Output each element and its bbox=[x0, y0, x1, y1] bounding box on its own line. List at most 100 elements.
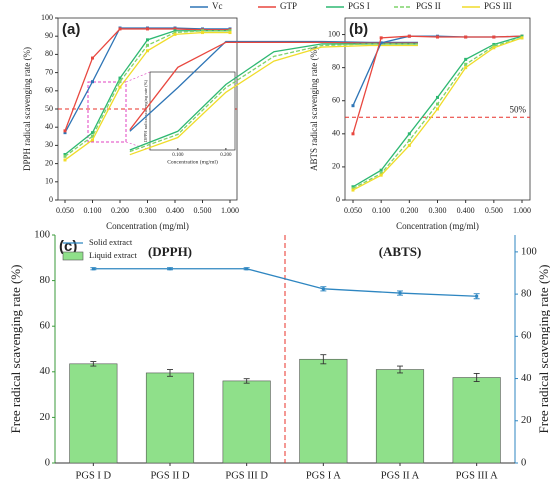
point-marker bbox=[492, 44, 496, 48]
x-tick-label: 0.200 bbox=[400, 206, 418, 215]
error-bar bbox=[90, 361, 97, 367]
x-tick-label: 1.000 bbox=[221, 206, 239, 215]
y-tick-label: 80 bbox=[45, 49, 53, 58]
x-axis-label: Concentration (mg/ml) bbox=[106, 221, 189, 231]
point-marker bbox=[173, 29, 177, 33]
y-tick-label: 20 bbox=[40, 412, 51, 423]
y-tick-label: 100 bbox=[41, 13, 53, 22]
panel-label: (b) bbox=[349, 21, 368, 38]
point-marker bbox=[492, 35, 496, 39]
y2-tick-label: 0 bbox=[521, 457, 526, 468]
y-tick-label: 80 bbox=[40, 275, 51, 286]
x-tick-label: 0.050 bbox=[344, 206, 362, 215]
series-line bbox=[352, 35, 523, 188]
y-axis-label: Free radical scavenging rate (%) bbox=[8, 265, 23, 434]
y2-tick-label: 100 bbox=[521, 246, 537, 257]
point-marker bbox=[173, 27, 177, 31]
point-marker bbox=[492, 46, 496, 50]
legend-label: Liquid extract bbox=[89, 250, 138, 260]
point-marker bbox=[63, 129, 67, 133]
point-marker bbox=[321, 287, 325, 291]
y2-tick-label: 80 bbox=[521, 289, 532, 300]
y-tick-label: 80 bbox=[332, 62, 340, 71]
annotation: (DPPH) bbox=[148, 244, 192, 259]
annotation: (ABTS) bbox=[379, 244, 422, 259]
point-marker bbox=[63, 131, 67, 135]
point-marker bbox=[118, 76, 122, 80]
point-marker bbox=[228, 31, 232, 35]
legend-label: PGS III bbox=[484, 1, 512, 11]
series-line bbox=[352, 35, 523, 135]
y-tick-label: 100 bbox=[34, 229, 50, 240]
x-axis-label: Concentration (mg/ml) bbox=[396, 221, 479, 231]
y-tick-label: 60 bbox=[45, 86, 53, 95]
x-tick-label: 0.100 bbox=[372, 206, 390, 215]
point-marker bbox=[492, 42, 496, 46]
point-marker bbox=[146, 27, 149, 31]
error-bar bbox=[167, 369, 173, 377]
y-tick-label: 0 bbox=[336, 195, 340, 204]
y-tick-label: 10 bbox=[45, 177, 53, 186]
point-marker bbox=[118, 85, 122, 89]
series-line bbox=[129, 40, 418, 132]
point-marker bbox=[464, 66, 468, 70]
y-tick-label: 60 bbox=[40, 321, 51, 332]
x-tick-label: 0.100 bbox=[84, 206, 102, 215]
y-tick-label: 40 bbox=[332, 129, 340, 138]
y-tick-label: 0 bbox=[49, 195, 53, 204]
x-tick-label: PGS III D bbox=[225, 470, 268, 481]
y-tick-label: 60 bbox=[332, 96, 340, 105]
point-marker bbox=[91, 138, 94, 142]
point-marker bbox=[351, 186, 355, 190]
point-marker bbox=[379, 41, 383, 45]
x-tick-label: 0.500 bbox=[485, 206, 503, 215]
x-tick-label: 1.000 bbox=[513, 206, 531, 215]
point-marker bbox=[464, 35, 468, 39]
x-tick-label: 0.050 bbox=[56, 206, 74, 215]
point-marker bbox=[407, 132, 411, 136]
point-marker bbox=[351, 104, 355, 108]
zoom-box bbox=[87, 81, 127, 143]
inset-x-tick-label: 0.200 bbox=[220, 153, 232, 158]
y-axis-label: ABTS radical scavenging rate (%) bbox=[309, 47, 319, 171]
legend-label: Vc bbox=[212, 1, 223, 11]
y2-tick-label: 40 bbox=[521, 373, 532, 384]
error-bar bbox=[243, 378, 250, 384]
inset-x-label: Concentration (mg/ml) bbox=[167, 158, 218, 165]
inset-frame bbox=[149, 71, 236, 151]
point-marker bbox=[91, 56, 94, 60]
y-axis-label: DPPH radical scavenging rate (%) bbox=[22, 47, 32, 171]
x-tick-label: 0.300 bbox=[139, 206, 157, 215]
point-marker bbox=[464, 57, 468, 61]
point-marker bbox=[436, 102, 439, 106]
point-marker bbox=[436, 35, 439, 39]
y-tick-label: 100 bbox=[328, 29, 340, 38]
series-line bbox=[352, 37, 523, 191]
point-marker bbox=[407, 34, 411, 38]
y2-tick-label: 60 bbox=[521, 331, 532, 342]
x-tick-label: 0.500 bbox=[194, 206, 212, 215]
point-marker bbox=[118, 27, 122, 31]
y-tick-label: 0 bbox=[45, 457, 50, 468]
point-marker bbox=[146, 38, 149, 42]
panel-label: (c) bbox=[59, 238, 77, 255]
legend-label: Solid extract bbox=[89, 237, 133, 247]
point-marker bbox=[398, 291, 402, 295]
point-marker bbox=[436, 95, 439, 99]
point-marker bbox=[379, 168, 383, 172]
point-marker bbox=[407, 138, 411, 142]
point-marker bbox=[168, 267, 172, 271]
x-tick-label: 0.400 bbox=[457, 206, 475, 215]
panel-label: (a) bbox=[62, 21, 80, 38]
point-marker bbox=[173, 32, 177, 36]
point-marker bbox=[351, 132, 355, 136]
bar bbox=[145, 372, 195, 464]
point-marker bbox=[63, 158, 67, 162]
error-bar bbox=[473, 372, 480, 383]
series-line bbox=[129, 44, 418, 156]
legend-label: PGS I bbox=[348, 1, 370, 11]
point-marker bbox=[201, 31, 204, 35]
point-marker bbox=[351, 188, 355, 192]
point-marker bbox=[520, 36, 524, 40]
